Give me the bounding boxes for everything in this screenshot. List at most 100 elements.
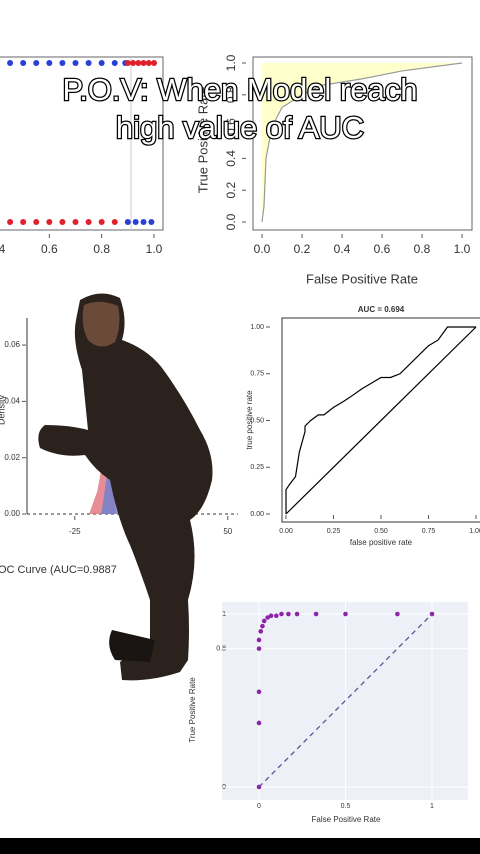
- y-tick-label: 0.06: [4, 340, 20, 349]
- y-tick-label: 0.8: [224, 86, 238, 103]
- point: [59, 219, 66, 225]
- shoes: [109, 630, 155, 662]
- point: [46, 60, 53, 66]
- point: [130, 60, 137, 66]
- x-tick-label: 50: [223, 527, 232, 536]
- point: [265, 615, 270, 620]
- person-cutout: [38, 293, 213, 681]
- point: [135, 60, 142, 66]
- y-tick-label: 0.25: [250, 464, 264, 471]
- y-tick-label: 0.00: [4, 509, 20, 518]
- y-axis-label: True Positive Rate: [195, 87, 210, 193]
- line: [285, 326, 477, 515]
- y-tick-label: 0.50: [250, 417, 264, 424]
- y-tick-label: 0.04: [4, 396, 20, 405]
- point: [111, 60, 118, 66]
- x-tick-label: 0.6: [374, 242, 391, 256]
- point: [20, 219, 27, 225]
- x-tick-label: 0.0: [254, 242, 271, 256]
- chart-caption: OC Curve (AUC=0.9887: [0, 564, 117, 576]
- x-tick-label: 1.00: [469, 528, 480, 535]
- panel-frame: [0, 56, 164, 231]
- y-tick-label: 1.00: [250, 324, 264, 331]
- x-tick-label: 1: [430, 803, 434, 810]
- chart-title: AUC = 0.694: [358, 305, 405, 314]
- area: [262, 63, 462, 222]
- point: [111, 219, 118, 225]
- point: [256, 646, 262, 651]
- y-tick-label: 0.0: [224, 213, 238, 230]
- point: [98, 219, 105, 225]
- point: [132, 219, 139, 225]
- point: [258, 629, 264, 634]
- caption-line: P.O.V: When Model reach: [63, 72, 418, 107]
- x-tick-label: 1.0: [454, 242, 471, 256]
- point: [313, 611, 319, 617]
- caption: P.O.V: When Model reach high value of AU…: [61, 71, 418, 147]
- x-tick-label: 0.8: [414, 242, 431, 256]
- y-tick-label: 0.8: [216, 645, 226, 652]
- silhouette: [38, 293, 213, 681]
- point: [256, 720, 262, 726]
- point: [20, 60, 27, 66]
- x-tick-label: 0.6: [41, 242, 58, 256]
- x-axis-label: False Positive Rate: [306, 271, 418, 286]
- y-axis-label: True Positive Rate: [188, 677, 197, 743]
- point: [145, 60, 152, 66]
- reference-line: [258, 613, 433, 788]
- line: [261, 62, 463, 223]
- point: [294, 611, 300, 617]
- x-axis-label: False Positive Rate: [312, 815, 381, 824]
- point: [148, 219, 155, 225]
- x-tick-label: -25: [69, 527, 81, 536]
- point: [85, 60, 92, 66]
- point: [261, 618, 267, 624]
- x-tick-label: 0.25: [327, 528, 341, 535]
- point: [256, 637, 262, 643]
- y-tick-label: 0.4: [224, 150, 238, 167]
- point: [85, 219, 92, 225]
- point: [140, 60, 147, 66]
- y-axis-label: Density: [0, 394, 6, 425]
- point: [59, 60, 66, 66]
- point: [274, 613, 279, 619]
- panel-frame: [281, 317, 480, 523]
- point: [72, 60, 79, 66]
- line: [285, 326, 476, 514]
- x-tick-label: 0: [257, 803, 261, 810]
- x-tick-label: 0.8: [93, 242, 110, 256]
- x-tick-label: 0.00: [279, 528, 293, 535]
- point: [46, 219, 53, 225]
- x-tick-label: 0.4: [0, 242, 6, 256]
- x-tick-label: 0.2: [294, 242, 311, 256]
- y-tick-label: 0.00: [250, 511, 264, 518]
- point: [343, 611, 348, 617]
- point: [256, 689, 262, 695]
- point: [268, 613, 274, 619]
- x-tick-label: 0.50: [374, 528, 388, 535]
- point: [151, 60, 157, 66]
- point: [124, 60, 131, 66]
- y-axis-label: true positive rate: [245, 390, 254, 450]
- x-tick-label: 1.0: [146, 242, 163, 256]
- point: [140, 219, 147, 225]
- bottom-bar: [0, 838, 480, 854]
- point: [7, 219, 14, 225]
- x-tick-label: 0.75: [422, 528, 436, 535]
- y-tick-label: 0.6: [224, 118, 238, 135]
- y-tick-label: 0.2: [224, 182, 238, 199]
- point: [98, 60, 105, 66]
- y-tick-label: 0.75: [250, 371, 264, 378]
- panel-frame: [252, 56, 473, 231]
- x-axis-label: false positive rate: [350, 538, 413, 547]
- face: [82, 301, 120, 347]
- point: [33, 60, 40, 66]
- plots: 0.4 0.6 0.8 1.0 0.0 0.2 0.4 0.6 0.8 1.0 0.0 0.2 0.4 0…: [0, 54, 480, 824]
- caption-line: high value of AUC: [116, 110, 364, 145]
- point: [7, 60, 14, 66]
- point: [124, 219, 131, 225]
- y-tick-label: 0.02: [4, 453, 20, 462]
- point: [33, 219, 40, 225]
